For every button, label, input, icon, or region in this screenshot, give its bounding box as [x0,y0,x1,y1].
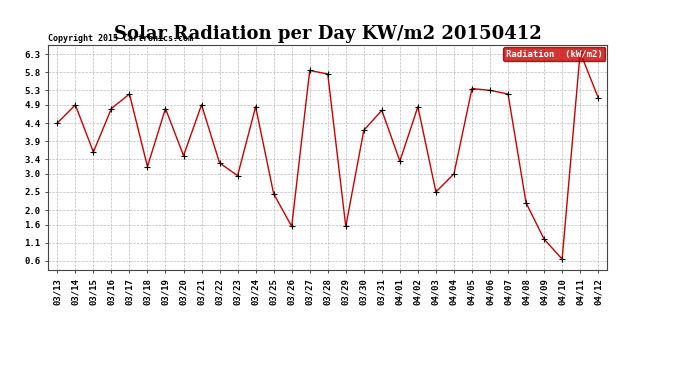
Title: Solar Radiation per Day KW/m2 20150412: Solar Radiation per Day KW/m2 20150412 [114,26,542,44]
Text: Copyright 2015 Cartronics.com: Copyright 2015 Cartronics.com [48,34,193,43]
Legend: Radiation  (kW/m2): Radiation (kW/m2) [503,47,605,61]
